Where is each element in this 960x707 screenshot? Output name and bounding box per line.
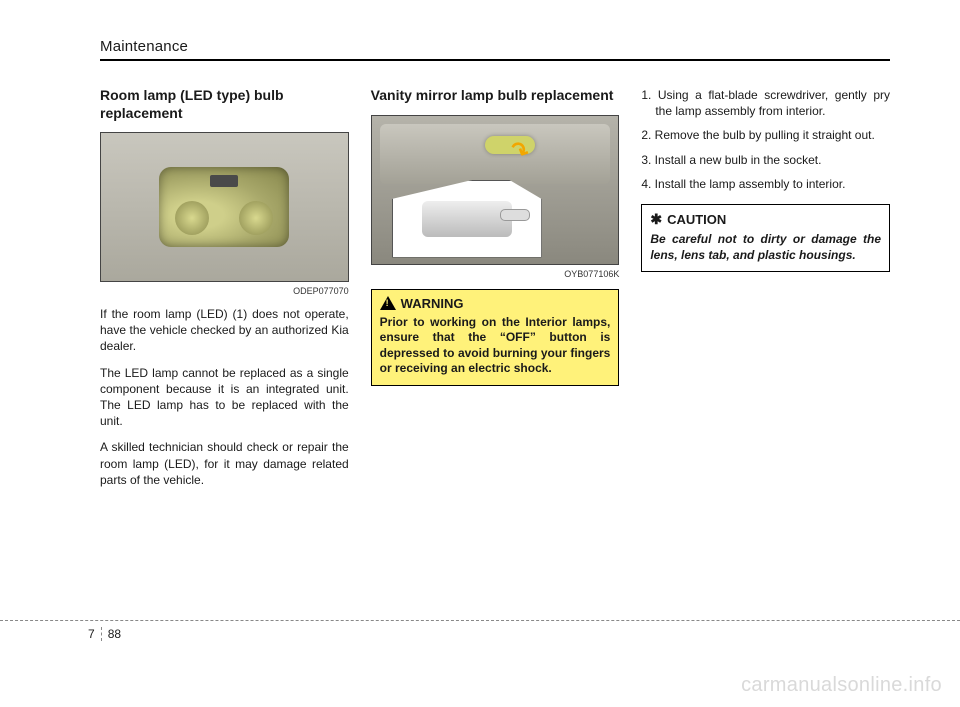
warning-title: WARNING [380, 296, 611, 311]
figure-vanity-lamp: ↷ [371, 115, 620, 265]
caution-star-icon: ✱ [650, 211, 662, 228]
section-title: Maintenance [100, 38, 890, 61]
steps-list: 1. Using a flat-blade screwdriver, gentl… [641, 87, 890, 192]
warning-triangle-icon [380, 296, 396, 310]
figure-vanity-code: OYB077106K [371, 269, 620, 279]
step-item: 3. Install a new bulb in the socket. [641, 152, 890, 168]
figure-vanity-callout [392, 180, 542, 258]
col1-para: The LED lamp cannot be replaced as a sin… [100, 365, 349, 430]
figure-room-lamp [100, 132, 349, 282]
caution-box: ✱ CAUTION Be careful not to dirty or dam… [641, 204, 890, 272]
figure-room-lamp-lens [159, 167, 289, 247]
warning-label: WARNING [401, 296, 464, 311]
figure-room-lamp-code: ODEP077070 [100, 286, 349, 296]
caution-title: ✱ CAUTION [650, 211, 881, 228]
col1-para: If the room lamp (LED) (1) does not oper… [100, 306, 349, 355]
column-3: 1. Using a flat-blade screwdriver, gentl… [641, 87, 890, 498]
step-item: 2. Remove the bulb by pulling it straigh… [641, 127, 890, 143]
step-item: 4. Install the lamp assembly to interior… [641, 176, 890, 192]
column-1: Room lamp (LED type) bulb replacement OD… [100, 87, 349, 498]
col1-heading: Room lamp (LED type) bulb replacement [100, 87, 349, 122]
figure-vanity-bg: ↷ [372, 116, 619, 264]
caution-text: Be careful not to dirty or damage the le… [650, 232, 881, 263]
watermark: carmanualsonline.info [741, 674, 942, 697]
page-number-value: 88 [108, 627, 121, 641]
page-number: 7 88 [88, 627, 121, 641]
figure-room-lamp-bg [101, 133, 348, 281]
warning-box: WARNING Prior to working on the Interior… [371, 289, 620, 386]
caution-label: CAUTION [667, 212, 726, 227]
col1-body: If the room lamp (LED) (1) does not oper… [100, 306, 349, 488]
figure-vanity-visor [380, 124, 611, 184]
figure-room-lamp-switch [210, 175, 238, 187]
column-2: Vanity mirror lamp bulb replacement ↷ OY… [371, 87, 620, 498]
footer-rule [0, 620, 960, 621]
warning-text: Prior to working on the Interior lamps, … [380, 315, 611, 377]
col2-heading: Vanity mirror lamp bulb replacement [371, 87, 620, 105]
figure-vanity-bulb [422, 201, 512, 237]
col1-para: A skilled technician should check or rep… [100, 439, 349, 488]
content-columns: Room lamp (LED type) bulb replacement OD… [100, 87, 890, 498]
chapter-number: 7 [88, 627, 102, 641]
step-item: 1. Using a flat-blade screwdriver, gentl… [641, 87, 890, 119]
